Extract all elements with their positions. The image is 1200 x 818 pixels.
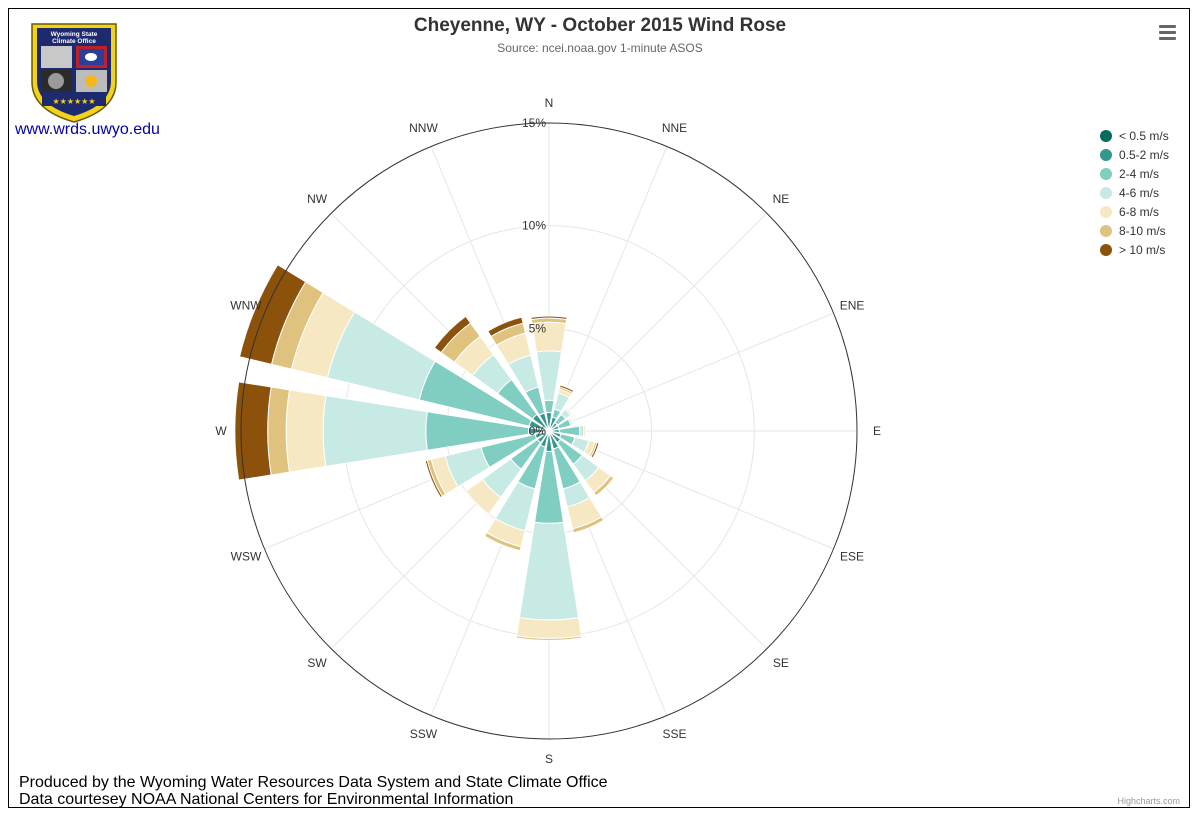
legend-item[interactable]: 2-4 m/s [1100,164,1169,183]
outer-ring [240,122,858,740]
direction-label-NW: NW [307,192,328,206]
chart-title: Cheyenne, WY - October 2015 Wind Rose [413,15,787,36]
legend-marker [1100,148,1112,161]
wedge-NNW-> 10 m/s[interactable] [487,316,524,338]
legend-item[interactable]: < 0.5 m/s [1100,126,1169,145]
grid-spoke [548,146,668,432]
legend-marker [1100,224,1112,237]
direction-label-SSE: SSE [663,727,687,741]
legend-item[interactable]: 8-10 m/s [1100,221,1169,240]
direction-label-ENE: ENE [840,298,865,312]
chart-frame [8,8,1190,808]
wedge-SE-8-10 m/s[interactable] [592,474,615,497]
legend-marker [1100,186,1112,199]
direction-label-SE: SE [773,656,789,670]
legend-item[interactable]: 4-6 m/s [1100,183,1169,202]
wedge-S-4-6 m/s[interactable] [518,521,580,621]
footer-line2: Data courtesey NOAA National Centers for… [19,791,514,808]
chart-subtitle: Source: ncei.noaa.gov 1-minute ASOS [497,41,703,55]
direction-label-NNE: NNE [662,121,687,135]
wedge-E-6-8 m/s[interactable] [582,424,587,438]
highcharts-credits[interactable]: Highcharts.com [1117,796,1180,806]
footer-line1: Produced by the Wyoming Water Resources … [19,774,608,791]
direction-label-ESE: ESE [840,550,864,564]
wedge-NNE-> 10 m/s[interactable] [558,384,575,394]
direction-label-WSW: WSW [231,550,262,564]
legend: < 0.5 m/s 0.5-2 m/s 2-4 m/s 4-6 m/s 6-8 m/s 8… [1100,126,1169,259]
ring-label: 15% [522,116,546,130]
legend-item[interactable]: 6-8 m/s [1100,202,1169,221]
wedge-ENE-4-6 m/s[interactable] [567,417,574,427]
legend-label: 6-8 m/s [1119,204,1160,219]
wedge-SSE-8-10 m/s[interactable] [571,516,605,534]
legend-label: 4-6 m/s [1119,185,1160,200]
direction-label-W: W [215,424,227,438]
legend-label: > 10 m/s [1119,242,1166,257]
wedge-W-> 10 m/s[interactable] [234,381,272,481]
grid-spoke [548,312,834,432]
wedge-S-6-8 m/s[interactable] [515,617,583,639]
legend-marker [1100,205,1112,218]
legend-label: 8-10 m/s [1119,223,1166,238]
direction-label-WNW: WNW [230,298,262,312]
wedge-SW-6-8 m/s[interactable] [465,478,502,515]
direction-label-S: S [545,752,553,766]
direction-label-E: E [873,424,881,438]
site-link[interactable]: www.wrds.uwyo.edu [15,121,160,138]
wedge-SSW-8-10 m/s[interactable] [483,531,522,552]
wedge-WNW-> 10 m/s[interactable] [238,264,307,365]
legend-marker [1100,129,1112,142]
wedge-N-2-4 m/s[interactable] [543,399,555,414]
legend-marker [1100,243,1112,256]
grid-spoke [548,212,768,432]
wedge-S-8-10 m/s[interactable] [515,635,583,641]
svg-text:★★★★★★: ★★★★★★ [52,97,95,106]
direction-label-NE: NE [773,192,790,206]
climate-office-logo: Wyoming State Climate Office ★★★★★★ [31,23,117,123]
wedge-N-> 10 m/s[interactable] [530,315,568,321]
legend-item[interactable]: 0.5-2 m/s [1100,145,1169,164]
wedge-NE-6-8 m/s[interactable] [563,407,573,417]
direction-label-SSW: SSW [410,727,438,741]
direction-label-SW: SW [307,656,327,670]
legend-label: 0.5-2 m/s [1119,147,1170,162]
direction-label-NNW: NNW [409,121,438,135]
ring-label: 5% [529,321,547,335]
wedge-W-6-8 m/s[interactable] [285,389,327,473]
wedge-W-4-6 m/s[interactable] [322,395,428,467]
wedge-NW-> 10 m/s[interactable] [433,315,472,354]
hamburger-menu-icon[interactable] [1155,22,1181,44]
logo-text-line1: Wyoming State [51,31,98,38]
wedge-ESE-> 10 m/s[interactable] [590,441,600,459]
legend-label: < 0.5 m/s [1119,128,1169,143]
wedge-W-8-10 m/s[interactable] [267,386,290,476]
ring-label: 0% [529,424,547,438]
legend-item[interactable]: > 10 m/s [1100,240,1169,259]
legend-marker [1100,167,1112,180]
legend-label: 2-4 m/s [1119,166,1160,181]
direction-label-N: N [545,96,554,110]
logo-text-line2: Climate Office [52,38,96,45]
ring-label: 10% [522,219,546,233]
wedge-WSW-> 10 m/s[interactable] [424,459,443,499]
